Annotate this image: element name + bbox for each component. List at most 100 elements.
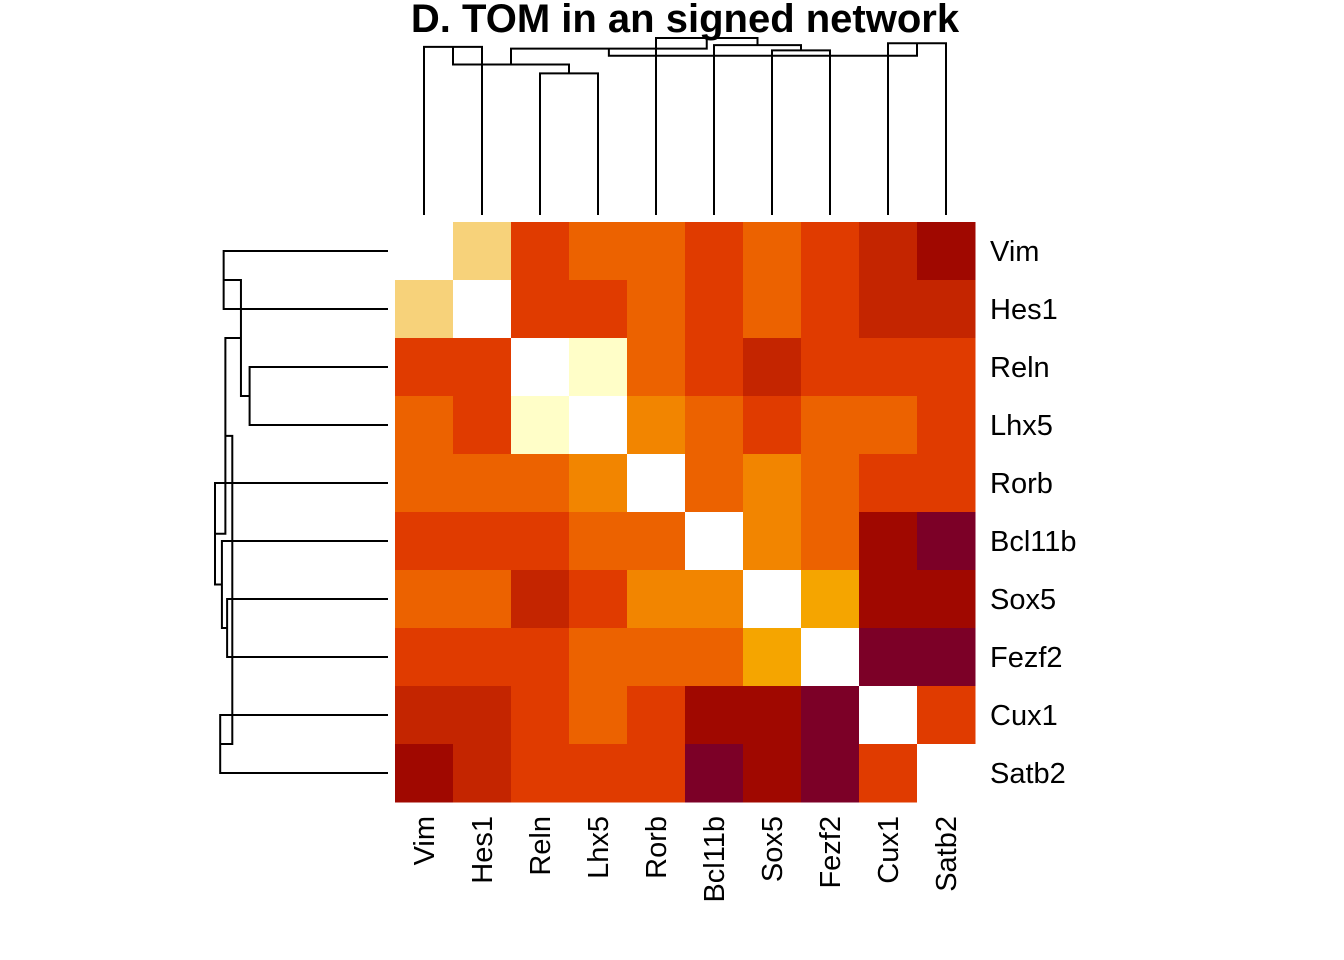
- heatmap-cell: [859, 570, 918, 629]
- heatmap-cell: [743, 338, 802, 397]
- heatmap-cell: [453, 570, 512, 629]
- column-label: Hes1: [467, 816, 499, 884]
- heatmap-cell: [511, 628, 570, 687]
- column-dendrogram-branch: [655, 37, 759, 215]
- column-dendrogram-branch: [423, 45, 483, 215]
- row-dendrogram-branch: [248, 366, 388, 426]
- heatmap-cell: [685, 628, 744, 687]
- heatmap-cell: [569, 338, 628, 397]
- heatmap-cell: [859, 512, 918, 571]
- row-label: Sox5: [990, 584, 1056, 616]
- heatmap-cell: [917, 686, 976, 745]
- row-dendrogram-branch: [220, 540, 388, 629]
- heatmap-cell: [917, 396, 976, 455]
- heatmap-cell: [685, 570, 744, 629]
- heatmap-cell: [511, 686, 570, 745]
- chart-title: D. TOM in an signed network: [411, 0, 960, 41]
- heatmap-cell: [801, 222, 860, 281]
- heatmap-cell: [685, 280, 744, 339]
- heatmap-cells: [395, 222, 976, 803]
- column-label: Fezf2: [815, 816, 847, 889]
- column-dendrogram-branch: [887, 42, 947, 215]
- heatmap-cell: [569, 628, 628, 687]
- heatmap-cell: [917, 570, 976, 629]
- heatmap-cell: [627, 396, 686, 455]
- row-label: Lhx5: [990, 410, 1053, 442]
- heatmap-cell: [627, 570, 686, 629]
- row-dendrogram-branch: [226, 598, 388, 658]
- heatmap-cell: [395, 222, 454, 281]
- heatmap-cell: [801, 570, 860, 629]
- column-label: Cux1: [873, 816, 905, 884]
- heatmap-cell: [917, 280, 976, 339]
- heatmap-cell: [743, 686, 802, 745]
- heatmap-cell: [395, 744, 454, 803]
- heatmap-cell: [627, 338, 686, 397]
- heatmap-cell: [453, 686, 512, 745]
- column-dendrogram-branch: [771, 49, 831, 215]
- heatmap-cell: [685, 744, 744, 803]
- heatmap-cell: [859, 338, 918, 397]
- column-label: Bcl11b: [699, 816, 731, 903]
- heatmap-cell: [859, 628, 918, 687]
- heatmap-cell: [917, 338, 976, 397]
- column-label: Sox5: [757, 816, 789, 882]
- heatmap-cell: [685, 222, 744, 281]
- column-label: Rorb: [641, 816, 673, 879]
- heatmap-cell: [627, 222, 686, 281]
- heatmap-cell: [743, 280, 802, 339]
- heatmap-cell: [801, 280, 860, 339]
- heatmap-cell: [395, 570, 454, 629]
- heatmap-cell: [453, 454, 512, 513]
- heatmap-cell: [511, 280, 570, 339]
- heatmap-cell: [569, 744, 628, 803]
- heatmap-cell: [917, 454, 976, 513]
- heatmap-cell: [395, 686, 454, 745]
- column-dendrogram-branch: [539, 72, 599, 215]
- heatmap-cell: [627, 744, 686, 803]
- heatmap-cell: [395, 454, 454, 513]
- heatmap-cell: [511, 338, 570, 397]
- heatmap-cell: [569, 396, 628, 455]
- heatmap-cell: [511, 744, 570, 803]
- heatmap-cell: [743, 628, 802, 687]
- heatmap-cell: [917, 628, 976, 687]
- heatmap-cell: [801, 512, 860, 571]
- heatmap-cell: [511, 396, 570, 455]
- heatmap-cell: [859, 744, 918, 803]
- heatmap-cell: [801, 744, 860, 803]
- heatmap-cell: [859, 686, 918, 745]
- heatmap-cell: [511, 512, 570, 571]
- heatmap-cell: [917, 744, 976, 803]
- row-dendrogram-branch: [219, 714, 388, 774]
- column-label: Reln: [525, 816, 557, 876]
- heatmap-cell: [859, 222, 918, 281]
- row-label: Hes1: [990, 294, 1058, 326]
- heatmap-cell: [511, 570, 570, 629]
- heatmap-cell: [569, 222, 628, 281]
- row-label: Fezf2: [990, 642, 1063, 674]
- heatmap-cell: [453, 512, 512, 571]
- heatmap-cell: [859, 396, 918, 455]
- row-dendrogram-branch: [214, 482, 388, 586]
- row-label: Rorb: [990, 468, 1053, 500]
- heatmap-cell: [569, 280, 628, 339]
- heatmap-cell: [453, 628, 512, 687]
- heatmap-cell: [743, 744, 802, 803]
- heatmap-cell: [627, 454, 686, 513]
- heatmap-cell: [395, 338, 454, 397]
- row-label: Cux1: [990, 700, 1058, 732]
- heatmap-cell: [685, 454, 744, 513]
- heatmap-cell: [627, 686, 686, 745]
- heatmap-cell: [569, 686, 628, 745]
- heatmap-cell: [569, 512, 628, 571]
- heatmap-cell: [395, 512, 454, 571]
- heatmap-cell: [627, 628, 686, 687]
- heatmap-cell: [395, 396, 454, 455]
- heatmap-cell: [801, 454, 860, 513]
- heatmap-cell: [685, 686, 744, 745]
- heatmap-cell: [511, 222, 570, 281]
- column-dendrogram-branch: [713, 44, 802, 215]
- heatmap-cell: [511, 454, 570, 513]
